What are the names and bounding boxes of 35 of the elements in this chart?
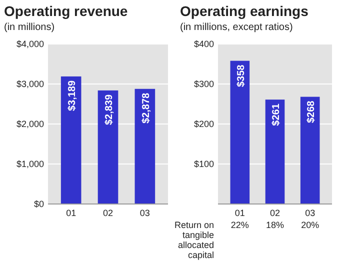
text: 22% <box>230 220 249 230</box>
data-label: $358 <box>236 64 247 88</box>
data-label: $2,839 <box>104 94 115 126</box>
data-label: $2,878 <box>140 92 152 124</box>
bar <box>265 100 285 204</box>
y-tick-label: $1,000 <box>16 159 44 169</box>
chart-title: Operating earnings <box>180 3 309 19</box>
bar <box>230 60 250 204</box>
bar <box>98 90 118 204</box>
x-tick-label: 01 <box>66 208 76 218</box>
chart-subtitle: (in millions) <box>4 22 55 33</box>
text: 20% <box>301 220 320 230</box>
data-label: $268 <box>306 100 318 124</box>
y-tick-label: $4,000 <box>16 39 44 49</box>
x-tick-label: 03 <box>140 208 150 218</box>
y-tick-label: $300 <box>194 79 214 89</box>
bar <box>60 76 82 204</box>
bar <box>134 88 156 204</box>
x-tick-label: 01 <box>234 208 245 218</box>
chart-subtitle: (in millions, except ratios) <box>180 22 293 33</box>
y-tick-label: $100 <box>194 159 214 169</box>
y-tick-label: $400 <box>194 39 214 49</box>
chart-title: Operating revenue <box>4 3 128 19</box>
bar <box>300 96 320 204</box>
y-tick-label: $0 <box>34 199 44 209</box>
text: Return on tangible allocated capital <box>174 220 214 260</box>
data-label: $3,189 <box>67 80 78 112</box>
y-tick-label: $200 <box>194 119 214 129</box>
y-tick-label: $2,000 <box>16 119 44 129</box>
y-tick-label: $3,000 <box>16 79 44 89</box>
x-tick-label: 02 <box>102 208 114 218</box>
x-tick-label: 02 <box>270 208 280 218</box>
x-tick-label: 03 <box>305 208 316 218</box>
text: 18% <box>266 220 284 230</box>
data-label: $261 <box>271 103 282 126</box>
